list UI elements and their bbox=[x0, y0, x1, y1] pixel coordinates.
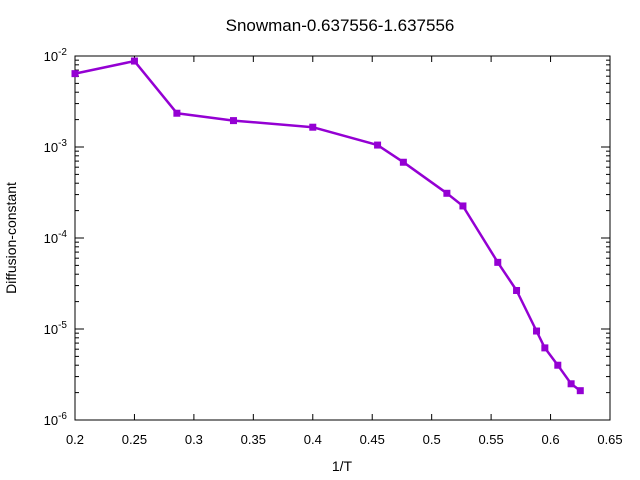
data-point bbox=[374, 141, 382, 149]
y-tick-label: 10-3 bbox=[44, 138, 68, 155]
plot-frame bbox=[74, 55, 611, 421]
x-tick-label: 0.55 bbox=[478, 432, 503, 447]
x-tick-label: 0.6 bbox=[542, 432, 560, 447]
y-tick-label: 10-2 bbox=[44, 47, 68, 64]
series-layer bbox=[71, 57, 584, 395]
axis-ticks bbox=[74, 55, 611, 421]
series-line bbox=[74, 59, 582, 392]
data-point bbox=[533, 327, 541, 335]
data-point bbox=[443, 189, 451, 197]
x-axis-label: 1/T bbox=[332, 458, 353, 474]
data-point bbox=[459, 202, 467, 210]
y-tick-label: 10-6 bbox=[44, 411, 68, 428]
data-point bbox=[576, 387, 584, 395]
x-tick-label: 0.5 bbox=[423, 432, 441, 447]
y-tick-label: 10-4 bbox=[44, 229, 68, 246]
data-point bbox=[130, 57, 138, 65]
x-tick-labels: 0.2 0.25 0.3 0.35 0.4 0.45 0.5 0.55 0.6 0.65 bbox=[66, 432, 623, 447]
data-point bbox=[567, 380, 575, 388]
data-point bbox=[494, 258, 502, 266]
y-tick-label: 10-5 bbox=[44, 320, 68, 337]
x-tick-label: 0.2 bbox=[66, 432, 84, 447]
data-point bbox=[229, 117, 237, 125]
y-axis-label: Diffusion-constant bbox=[3, 182, 19, 294]
data-point bbox=[513, 286, 521, 294]
data-point bbox=[399, 158, 407, 166]
chart-title: Snowman-0.637556-1.637556 bbox=[226, 16, 455, 35]
data-point bbox=[71, 70, 79, 78]
x-tick-label: 0.65 bbox=[597, 432, 622, 447]
data-point bbox=[541, 344, 549, 352]
y-tick-labels: 10-6 10-5 10-4 10-3 10-2 bbox=[44, 47, 68, 428]
data-point bbox=[554, 361, 562, 369]
x-tick-label: 0.25 bbox=[122, 432, 147, 447]
data-point bbox=[173, 109, 181, 117]
x-tick-label: 0.4 bbox=[304, 432, 322, 447]
x-tick-label: 0.45 bbox=[360, 432, 385, 447]
data-point bbox=[309, 123, 317, 131]
x-tick-label: 0.35 bbox=[241, 432, 266, 447]
x-tick-label: 0.3 bbox=[185, 432, 203, 447]
